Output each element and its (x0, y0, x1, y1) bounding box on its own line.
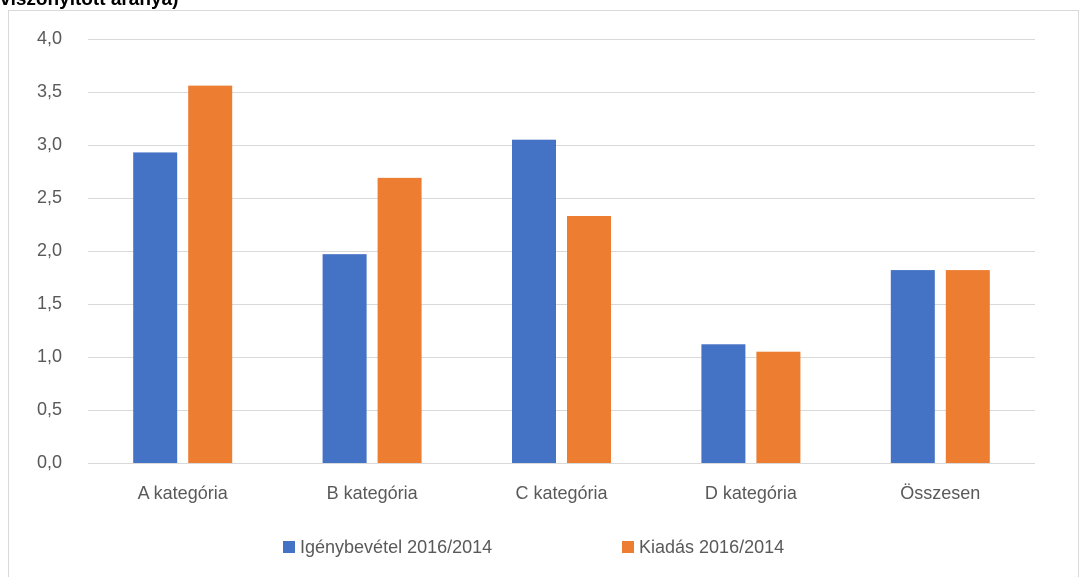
bar (377, 177, 422, 464)
y-tick-label: 0,0 (37, 452, 62, 472)
bar (567, 216, 611, 463)
x-tick-label: C kategória (515, 483, 608, 503)
legend-swatch (283, 541, 295, 553)
y-tick-label: 1,5 (37, 293, 62, 313)
x-tick-label: A kategória (138, 483, 229, 503)
bar (133, 152, 178, 464)
bar (945, 270, 990, 463)
bar (512, 139, 556, 463)
y-tick-label: 0,5 (37, 399, 62, 419)
y-tick-label: 4,0 (37, 28, 62, 48)
legend-swatch (622, 541, 634, 553)
bar (890, 270, 935, 463)
y-tick-label: 3,5 (37, 81, 62, 101)
bar (701, 344, 746, 463)
legend-label: Kiadás 2016/2014 (639, 537, 784, 557)
y-tick-label: 2,0 (37, 240, 62, 260)
bar (322, 254, 367, 463)
y-tick-label: 1,0 (37, 346, 62, 366)
x-tick-label: Összesen (900, 483, 980, 503)
bar (188, 85, 233, 463)
x-tick-label: B kategória (327, 483, 419, 503)
y-tick-label: 3,0 (37, 134, 62, 154)
y-tick-label: 2,5 (37, 187, 62, 207)
legend-label: Igénybevétel 2016/2014 (300, 537, 492, 557)
chart-title: viszonyított aránya) (0, 0, 178, 10)
bar (756, 351, 801, 463)
x-tick-label: D kategória (705, 483, 798, 503)
